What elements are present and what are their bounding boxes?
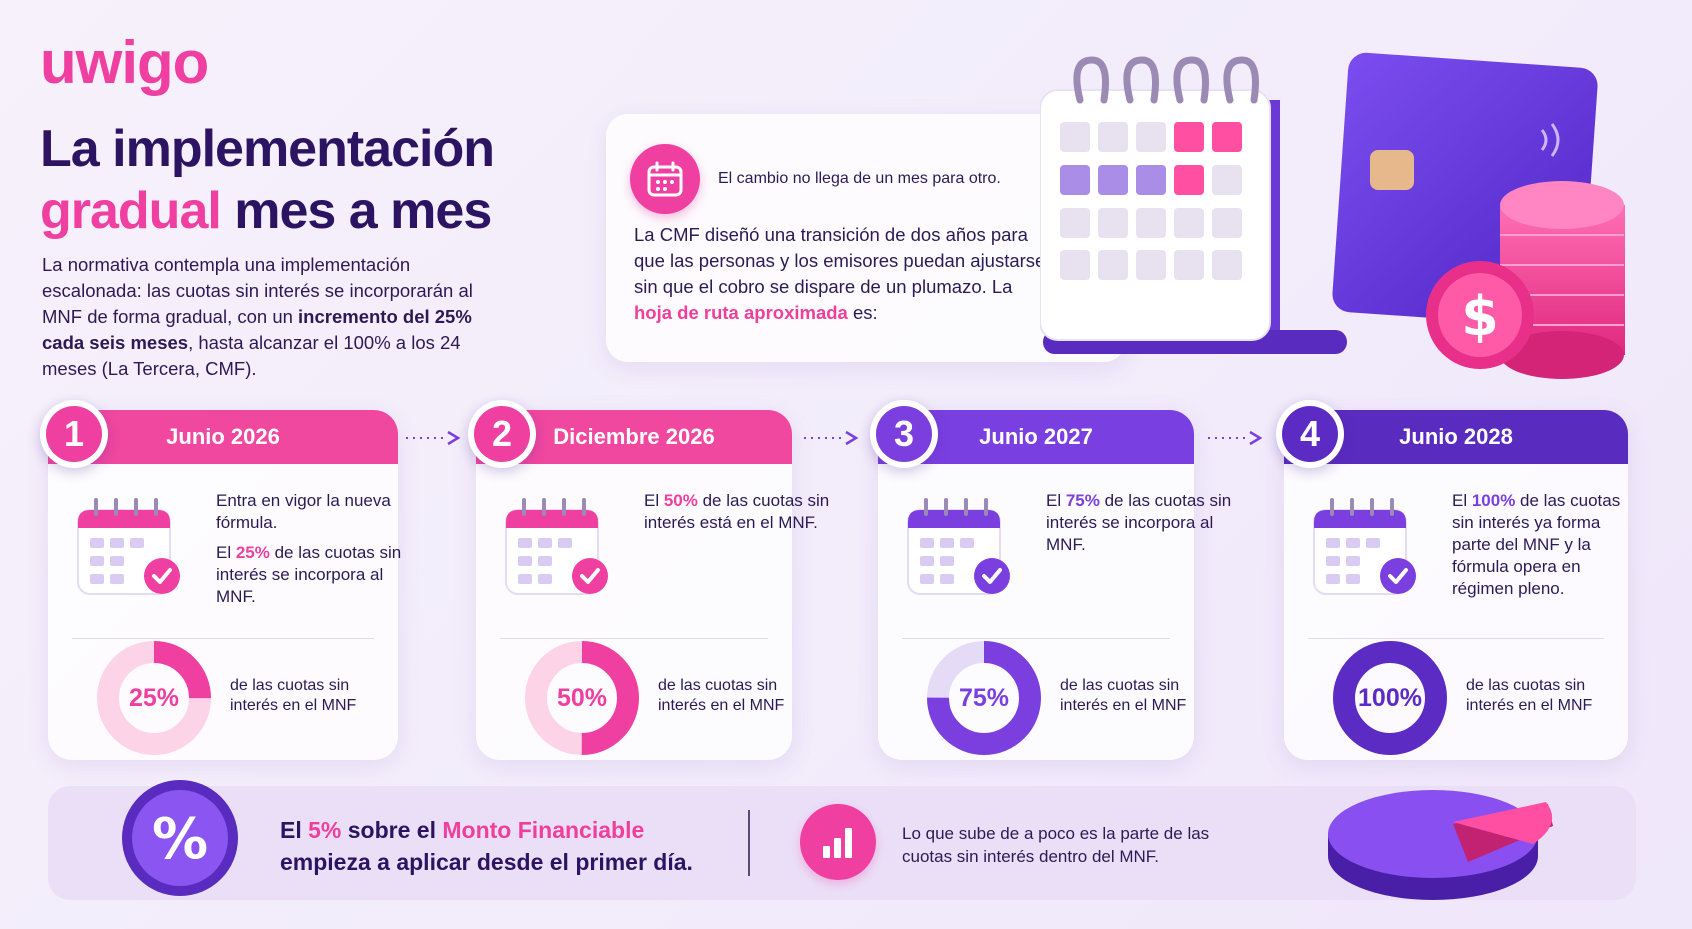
step-text-a: Entra en vigor la nueva fórmula. [216,491,391,532]
step-number: 2 [474,406,530,462]
bottom-text-3: empieza a aplicar desde el primer día. [280,849,693,875]
divider [902,638,1170,639]
title-line-2: gradual mes a mes [40,180,494,242]
step-text-b-post: de las cuotas sin interés se incorpora a… [216,543,402,606]
step-card: Junio 2026 1 Entra en vigor la nueva fór… [40,400,401,760]
step-card: Junio 2028 4 El 100% de las cuotas sin i… [1276,400,1628,760]
step-connector [406,430,461,446]
step-description: El 100% de las cuotas sin interés ya for… [1452,490,1642,608]
divider [748,810,750,876]
step-number: 3 [876,406,932,462]
bottom-summary: % El 5% sobre el Monto Financiable empie… [48,780,1636,900]
step-connector [804,430,859,446]
percent-icon: % [122,780,238,896]
progress-donut: 25% [92,636,216,760]
step-card: Diciembre 2026 2 El 50% de las cuotas si… [468,400,829,760]
step-description: El 75% de las cuotas sin interés se inco… [1046,490,1236,564]
step-text-b-post: de las cuotas sin interés ya forma parte… [1452,491,1621,598]
bottom-text-2: sobre el [341,817,443,843]
bar-chart-icon [800,804,876,880]
donut-label: 50% [556,683,608,712]
calendar-check-icon [898,482,1018,602]
info-body-text-2: es: [847,302,878,323]
step-text-b-post: de las cuotas sin interés se incorpora a… [1046,491,1232,554]
hero-illustration: $ [1040,52,1625,379]
step-pct: 50% [663,491,698,510]
title-line-1: La implementación [40,120,495,178]
bottom-note: Lo que sube de a poco es la parte de las… [902,824,1210,866]
bottom-text-1: El [280,817,309,843]
step-date: Diciembre 2026 [553,424,715,449]
step-text-b: El 100% de las cuotas sin interés ya for… [1452,490,1642,600]
step-number: 1 [46,406,102,462]
step-number-badge: 4 [1276,400,1344,468]
intro-paragraph: La normativa contempla una implementació… [42,252,502,382]
divider [1308,638,1604,639]
step-description: Entra en vigor la nueva fórmula. El 25% … [216,490,406,616]
step-text-b: El 50% de las cuotas sin interés está en… [644,490,834,534]
step-text-b-pre: El [644,491,664,510]
step-text-b-post: de las cuotas sin interés está en el MNF… [644,491,830,532]
large-calendar-icon [1040,56,1347,354]
info-body-text-1: La CMF diseñó una transición de dos años… [634,224,1046,297]
donut-caption: de las cuotas sin interés en el MNF [1060,677,1187,714]
divider [72,638,374,639]
info-headline: El cambio no llega de un mes para otro. [718,170,1001,187]
step-text-b-pre: El [216,543,236,562]
donut-caption: de las cuotas sin interés en el MNF [658,677,785,714]
info-body: La CMF diseñó una transición de dos años… [634,222,1054,326]
page-title: La implementación gradual mes a mes [40,118,495,242]
bottom-statement: El 5% sobre el Monto Financiable empieza… [280,814,740,878]
pie-chart-icon [1328,790,1553,900]
step-text-b-pre: El [1046,491,1066,510]
calendar-check-icon [496,482,616,602]
progress-donut: 100% [1328,636,1452,760]
step-pct: 25% [235,543,270,562]
step-pct: 75% [1065,491,1100,510]
step-date: Junio 2027 [979,424,1093,449]
bottom-pct: 5% [308,817,342,843]
step-text-b: El 75% de las cuotas sin interés se inco… [1046,490,1236,556]
donut-label: 75% [958,683,1010,712]
step-connector [1208,430,1263,446]
intro-text-2: , hasta alcanzar el 100% a los 24 meses … [42,332,461,379]
step-text-b-pre: El [1452,491,1472,510]
step-description: El 50% de las cuotas sin interés está en… [644,490,834,542]
step-number-badge: 1 [40,400,108,468]
step-text-b: El 25% de las cuotas sin interés se inco… [216,542,406,608]
divider [500,638,768,639]
step-pct: 100% [1471,491,1516,510]
progress-donut: 50% [520,636,644,760]
donut-caption: de las cuotas sin interés en el MNF [1466,677,1593,714]
intro-bold: incremento del 25% cada seis meses [42,306,472,353]
brand-logo: uwigo [40,29,209,96]
donut-caption: de las cuotas sin interés en el MNF [230,677,357,714]
title-highlight: gradual [40,182,222,240]
donut-label: 25% [128,683,180,712]
step-number: 4 [1282,406,1338,462]
coin-stack-icon: $ [1426,181,1625,379]
calendar-check-icon [68,482,188,602]
svg-text:$: $ [1461,285,1499,348]
step-date: Junio 2026 [166,424,280,449]
intro-text-1: La normativa contempla una implementació… [42,254,473,327]
step-number-badge: 3 [870,400,938,468]
calendar-icon [630,144,700,214]
donut-label: 100% [1358,683,1422,712]
svg-text:%: % [152,807,208,872]
calendar-check-icon [1304,482,1424,602]
step-number-badge: 2 [468,400,536,468]
step-date: Junio 2028 [1399,424,1513,449]
bottom-term: Monto Financiable [442,817,645,843]
step-card: Junio 2027 3 El 75% de las cuotas sin in… [870,400,1231,760]
info-body-highlight: hoja de ruta aproximada [634,302,848,323]
title-line-2-rest: mes a mes [220,182,492,240]
progress-donut: 75% [922,636,1046,760]
